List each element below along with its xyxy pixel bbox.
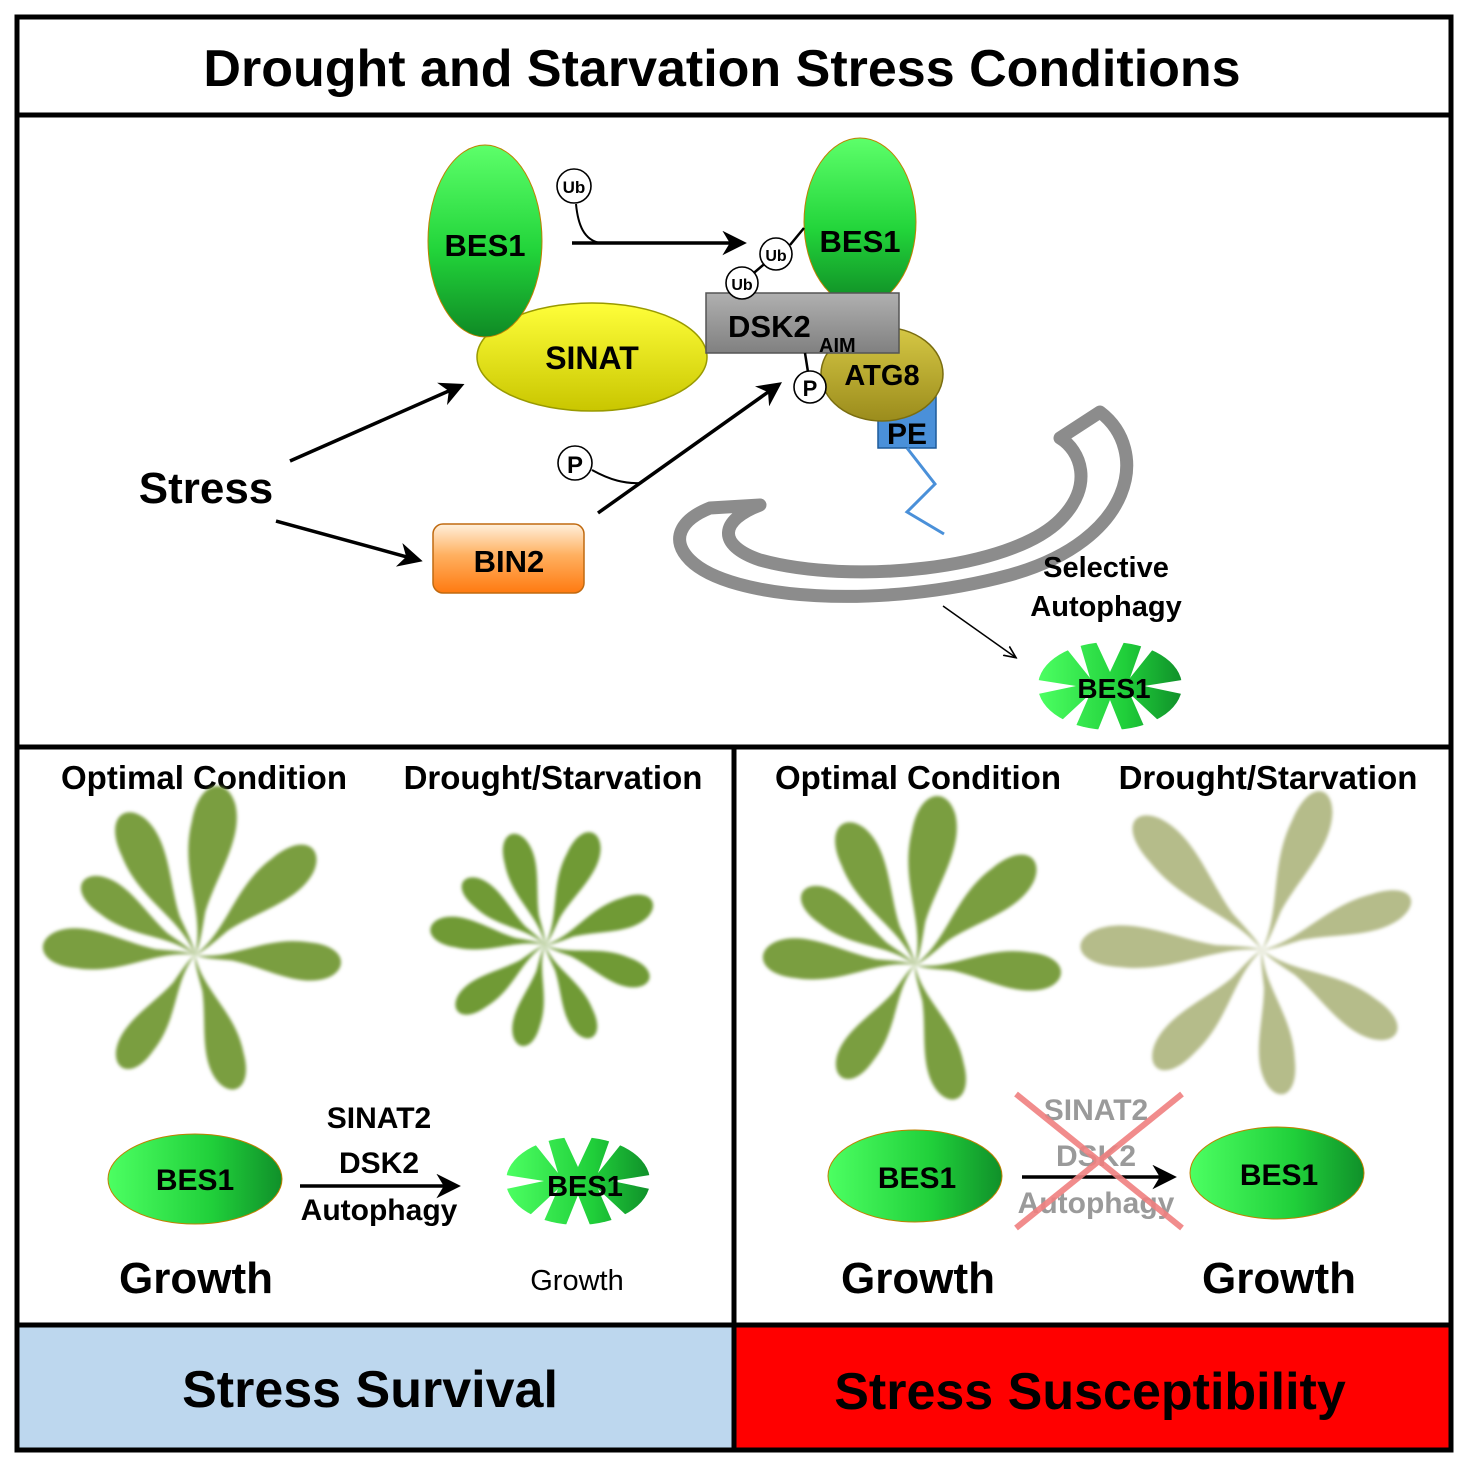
plant-optimal-left (40, 784, 344, 1096)
left-drought-label: Drought/Starvation (404, 759, 703, 796)
ub-circle-2 (759, 237, 793, 271)
right-bes1-left-label: BES1 (878, 1162, 956, 1195)
right-bes1-right-ellipse (1189, 1126, 1365, 1220)
ub-circle-1 (556, 168, 592, 204)
right-arrow-label-1: SINAT2 (1044, 1094, 1148, 1127)
blocked-cross (1014, 1091, 1184, 1231)
p-label-atg8: P (803, 376, 818, 401)
stress-to-bin2-arrow (275, 519, 423, 567)
bes1-degraded-top-label: BES1 (1077, 673, 1150, 704)
left-bes1-ellipse (107, 1133, 283, 1225)
plant-drought-right (1077, 786, 1418, 1099)
left-arrow-label-1: SINAT2 (327, 1102, 431, 1135)
p-tail (591, 469, 643, 485)
right-growth-right-label: Growth (1202, 1254, 1356, 1303)
atg8-label: ATG8 (844, 360, 919, 392)
pe-label: PE (887, 418, 927, 451)
footer-left (19, 1327, 732, 1448)
footer-right (736, 1327, 1449, 1448)
dsk2-box (705, 292, 900, 354)
stress-to-sinat-arrow (289, 382, 465, 463)
right-drought-label: Drought/Starvation (1119, 759, 1418, 796)
left-arrow-label-3: Autophagy (301, 1194, 458, 1227)
left-optimal-label: Optimal Condition (61, 759, 347, 796)
bes1-free-label: BES1 (445, 228, 526, 263)
bes1-ub-ellipse (803, 137, 917, 307)
outer-frame-top (14, 14, 1454, 1453)
right-growth-left-label: Growth (841, 1254, 995, 1303)
footer-right-label: Stress Susceptibility (834, 1363, 1346, 1421)
p-link (803, 352, 810, 373)
left-growth-label: Growth (119, 1254, 273, 1303)
autophagosome-membrane (673, 405, 1134, 603)
dsk2-label: DSK2 (728, 309, 811, 344)
ub-label-2: Ub (765, 248, 787, 265)
stress-label: Stress (139, 464, 274, 513)
bin2-box (432, 523, 585, 594)
sinat-label: SINAT (545, 340, 639, 376)
bin2-to-atg8-arrow (596, 382, 782, 515)
p-circle-bin2 (557, 445, 593, 481)
ub-tail (575, 203, 601, 244)
ub-circle-3 (725, 266, 759, 300)
right-growth-small-label: Growth (530, 1265, 623, 1297)
pe-lipid-tail (904, 447, 945, 536)
selective-label: Selective (1043, 552, 1169, 584)
ub-label-1: Ub (563, 178, 586, 197)
left-arrow-label-2: DSK2 (339, 1147, 419, 1180)
aim-label: AIM (819, 335, 856, 357)
right-bes1-right-label: BES1 (1240, 1159, 1318, 1192)
left-bes1-label: BES1 (156, 1164, 234, 1197)
p-label-bin2: P (567, 452, 583, 479)
plant-drought-left (429, 827, 659, 1047)
right-bes1-left-ellipse (827, 1129, 1003, 1223)
bes1-ub-label: BES1 (820, 224, 901, 259)
bin2-label: BIN2 (474, 544, 545, 579)
p-circle-atg8 (793, 370, 827, 404)
plant-optimal-right (760, 794, 1064, 1106)
left-bes1-degraded-label: BES1 (547, 1171, 623, 1203)
ub-label-3: Ub (731, 277, 753, 294)
selective-arrow (942, 605, 1015, 657)
sinat-ellipse (476, 302, 708, 412)
bes1-free-ellipse (427, 144, 543, 338)
right-optimal-label: Optimal Condition (775, 759, 1061, 796)
autophagy-label: Autophagy (1030, 591, 1181, 623)
ub-chain-link-2 (789, 227, 805, 246)
footer-left-label: Stress Survival (182, 1361, 558, 1419)
page-title: Drought and Starvation Stress Conditions (203, 40, 1240, 98)
